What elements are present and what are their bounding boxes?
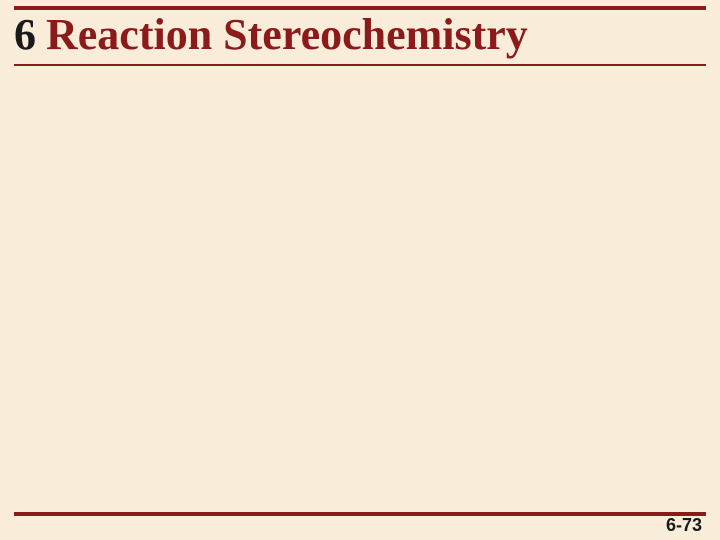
- title-underline-rule: [14, 64, 706, 66]
- bottom-horizontal-rule: [14, 512, 706, 516]
- page-number: 6-73: [666, 515, 702, 536]
- slide-title: Reaction Stereochemistry: [46, 12, 528, 58]
- chapter-number: 6: [14, 13, 36, 57]
- title-row: 6 Reaction Stereochemistry: [14, 12, 706, 58]
